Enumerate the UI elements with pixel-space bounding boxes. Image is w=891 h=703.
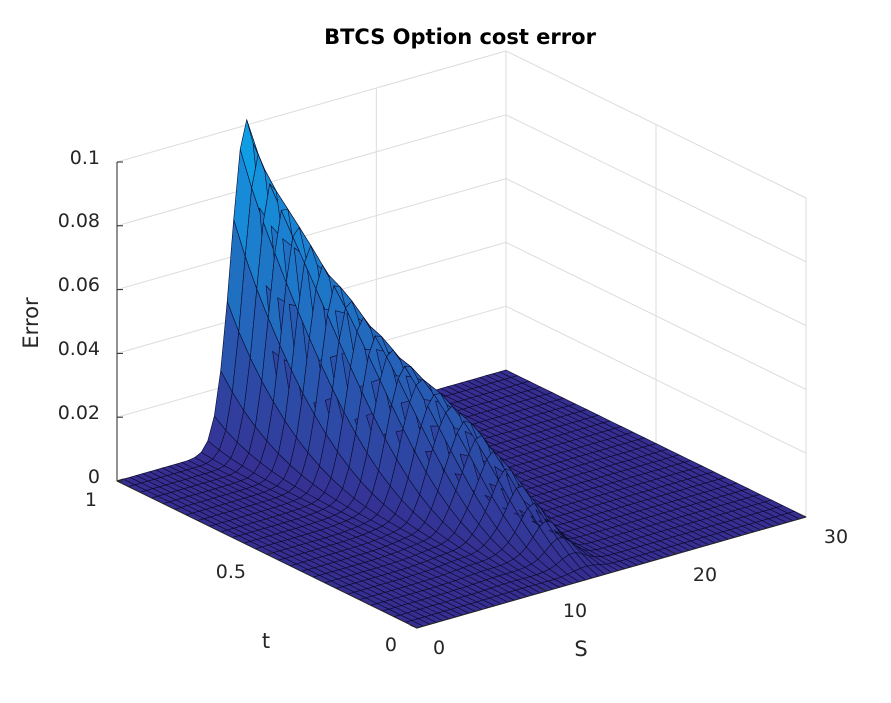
z-tick-label: 0.1	[70, 147, 100, 169]
t-tick-mark	[266, 552, 274, 555]
s-tick-label: 30	[824, 526, 848, 548]
grid-line	[116, 114, 507, 227]
z-tick-label: 0.08	[58, 210, 100, 232]
grid-line	[116, 178, 507, 291]
s-tick-label: 10	[563, 600, 587, 622]
s-tick-mark	[669, 550, 677, 555]
axis-lines	[116, 161, 807, 629]
z-tick-labels: 0 0.02 0.04 0.06 0.08 0.1	[58, 147, 100, 488]
s-axis-label: S	[574, 637, 587, 661]
t-tick-label: 0	[385, 634, 397, 656]
s-axis-line	[416, 516, 807, 629]
chart-title: BTCS Option cost error	[324, 25, 596, 49]
z-tick-label: 0.06	[58, 274, 100, 296]
grid-line	[116, 50, 507, 163]
t-tick-labels: 1 0.5 0	[85, 489, 397, 656]
t-tick-label: 1	[85, 489, 97, 511]
s-tick-mark	[409, 624, 418, 629]
s-tick-mark	[539, 587, 547, 592]
s-tick-label: 0	[433, 637, 445, 659]
z-tick-label: 0	[88, 466, 100, 488]
s-tick-mark	[798, 513, 807, 518]
z-axis-label: Error	[19, 297, 43, 349]
t-tick-label: 0.5	[216, 561, 246, 583]
z-tick-label: 0.04	[58, 338, 100, 360]
z-tick-label: 0.02	[58, 402, 100, 424]
t-tick-mark	[116, 478, 124, 482]
s-tick-labels: 0 10 20 30	[433, 526, 848, 659]
t-tick-mark	[416, 625, 424, 629]
t-axis-label: t	[262, 629, 270, 653]
s-tick-label: 20	[693, 564, 717, 586]
